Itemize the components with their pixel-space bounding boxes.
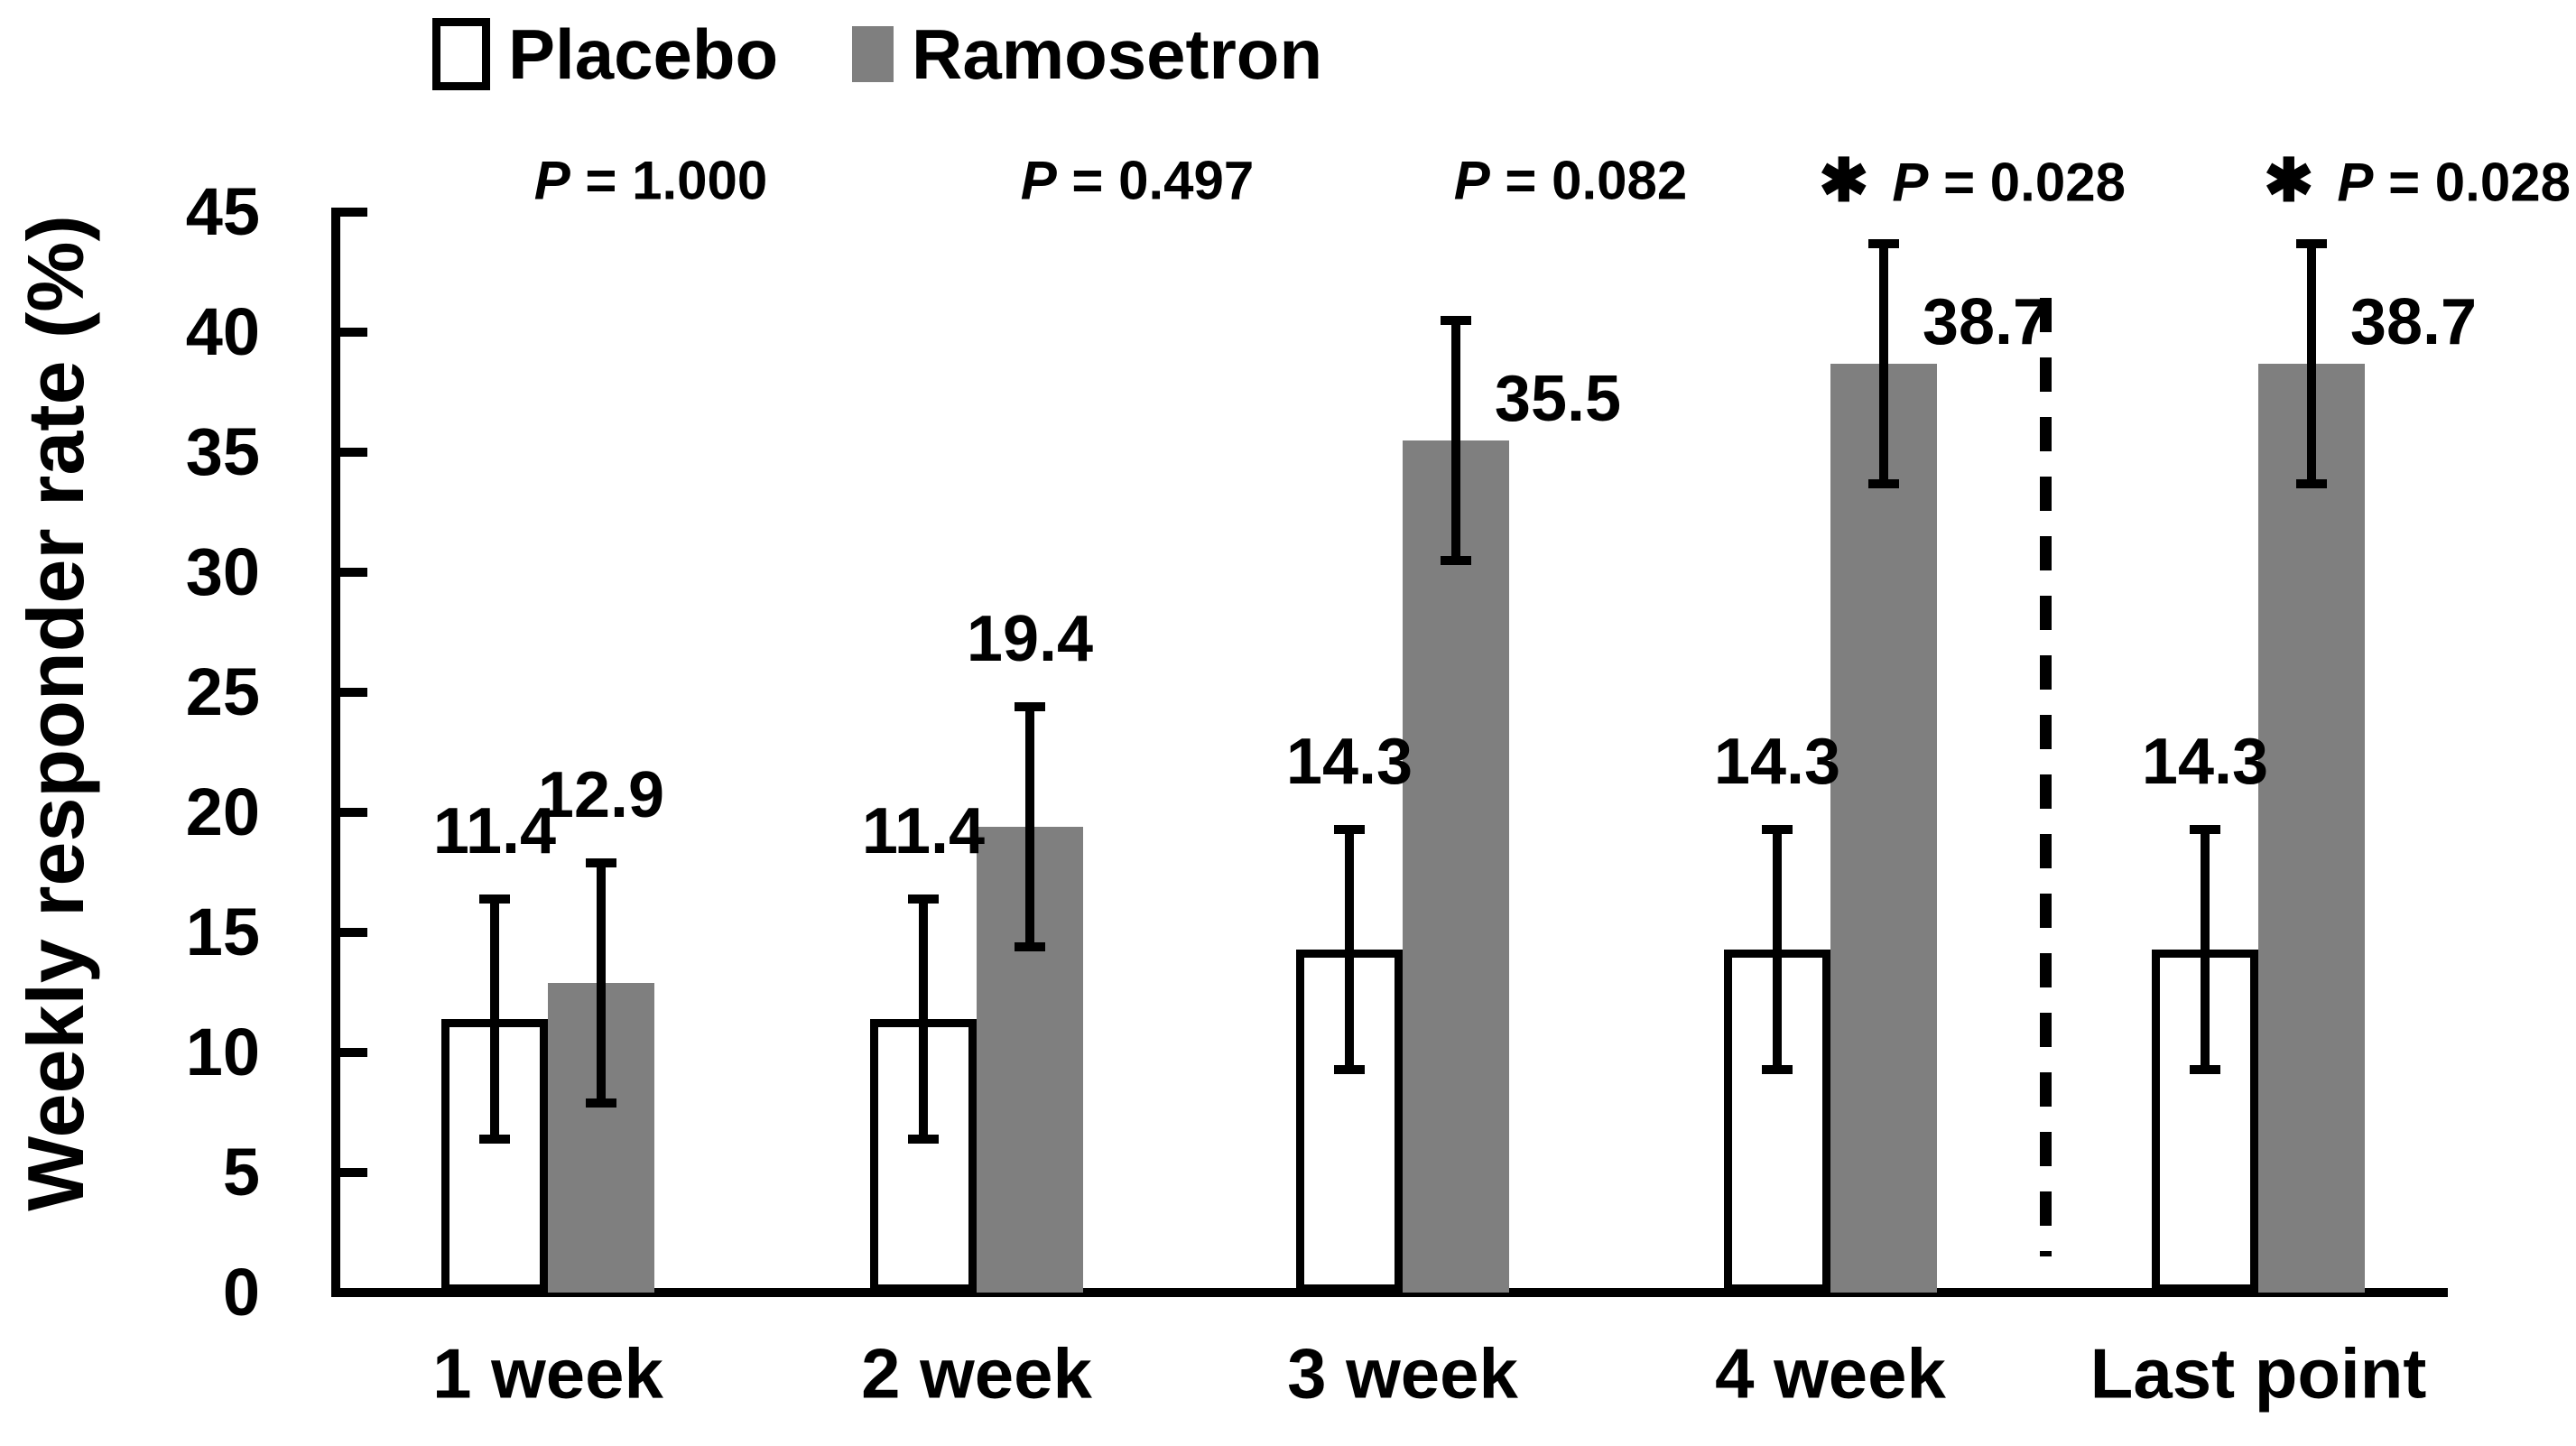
- x-label-2-week: 2 week: [861, 1333, 1092, 1414]
- y-tick-label-10: 10: [185, 1015, 260, 1089]
- error-bar-placebo-last-point-cap-bottom: [2190, 1064, 2220, 1074]
- error-bar-ramosetron-1-week-cap-bottom: [586, 1098, 616, 1108]
- value-label-ramosetron-4-week: 38.7: [1922, 286, 2050, 359]
- p-value-text: = 0.028: [2373, 152, 2571, 213]
- bar-placebo-2-week: [870, 1018, 977, 1293]
- error-bar-ramosetron-4-week-cap-top: [1868, 238, 1899, 248]
- bar-ramosetron-4-week: [1830, 363, 1937, 1293]
- error-bar-ramosetron-2-week-cap-top: [1015, 701, 1045, 711]
- bar-ramosetron-last-point: [2258, 363, 2365, 1293]
- error-bar-placebo-4-week-line: [1773, 829, 1782, 1070]
- error-bar-placebo-2-week-line: [919, 898, 928, 1139]
- p-value-label-3-week: P = 0.082: [1454, 150, 1688, 212]
- p-symbol: P: [1453, 150, 1490, 211]
- error-bar-placebo-3-week-line: [1345, 829, 1354, 1070]
- y-tick-0: [340, 1288, 367, 1297]
- placebo-swatch-icon: [432, 18, 490, 90]
- p-symbol: P: [533, 150, 570, 211]
- value-label-ramosetron-3-week: 35.5: [1494, 363, 1622, 436]
- x-axis-line: [331, 1288, 2448, 1297]
- y-axis-line: [331, 208, 340, 1297]
- p-symbol: P: [1892, 152, 1929, 213]
- bar-placebo-last-point: [2152, 949, 2258, 1293]
- y-tick-label-25: 25: [185, 654, 260, 729]
- error-bar-placebo-4-week-cap-bottom: [1762, 1064, 1793, 1074]
- y-tick-label-45: 45: [185, 174, 260, 249]
- legend-item-ramosetron: Ramosetron: [852, 14, 1323, 94]
- legend-item-placebo: Placebo: [432, 14, 779, 94]
- y-tick-10: [340, 1048, 367, 1057]
- p-value-text: = 0.497: [1056, 150, 1255, 211]
- error-bar-ramosetron-1-week-line: [597, 862, 606, 1103]
- x-label-last-point: Last point: [2090, 1333, 2427, 1414]
- value-label-placebo-last-point: 14.3: [2141, 726, 2269, 799]
- x-label-1-week: 1 week: [432, 1333, 663, 1414]
- error-bar-ramosetron-3-week-cap-top: [1441, 315, 1471, 325]
- ramosetron-swatch-icon: [852, 26, 894, 82]
- error-bar-ramosetron-2-week-line: [1025, 706, 1034, 947]
- legend-label-placebo: Placebo: [508, 14, 779, 94]
- y-tick-label-0: 0: [222, 1255, 260, 1330]
- y-tick-label-35: 35: [185, 414, 260, 489]
- legend-label-ramosetron: Ramosetron: [912, 14, 1323, 94]
- x-label-3-week: 3 week: [1287, 1333, 1518, 1414]
- p-value-label-1-week: P = 1.000: [534, 150, 768, 212]
- p-value-label-last-point: ✱ P = 0.028: [2264, 146, 2571, 216]
- y-tick-label-5: 5: [222, 1135, 260, 1210]
- error-bar-placebo-2-week-cap-top: [908, 894, 939, 904]
- value-label-placebo-3-week: 14.3: [1285, 726, 1413, 799]
- error-bar-placebo-1-week-cap-top: [479, 894, 510, 904]
- significance-star-icon: ✱: [1819, 146, 1869, 214]
- error-bar-ramosetron-1-week-cap-top: [586, 857, 616, 867]
- error-bar-placebo-3-week-cap-bottom: [1334, 1064, 1365, 1074]
- y-tick-20: [340, 808, 367, 817]
- y-tick-15: [340, 928, 367, 937]
- p-value-text: = 1.000: [570, 150, 768, 211]
- value-label-ramosetron-last-point: 38.7: [2349, 286, 2478, 359]
- y-tick-25: [340, 688, 367, 697]
- error-bar-placebo-last-point-line: [2201, 829, 2210, 1070]
- error-bar-placebo-1-week-line: [490, 898, 499, 1139]
- error-bar-ramosetron-4-week-cap-bottom: [1868, 478, 1899, 488]
- value-label-placebo-2-week: 11.4: [861, 795, 986, 868]
- y-tick-45: [340, 208, 367, 217]
- error-bar-ramosetron-last-point-cap-top: [2296, 238, 2327, 248]
- value-label-placebo-1-week: 11.4: [432, 795, 557, 868]
- value-label-placebo-4-week: 14.3: [1713, 726, 1841, 799]
- y-tick-40: [340, 328, 367, 337]
- p-symbol: P: [1020, 150, 1057, 211]
- y-tick-label-15: 15: [185, 894, 260, 969]
- separator-dashed-line: [2040, 298, 2052, 1256]
- significance-star-icon: ✱: [2264, 146, 2314, 214]
- error-bar-placebo-2-week-cap-bottom: [908, 1134, 939, 1144]
- y-tick-label-30: 30: [185, 534, 260, 609]
- y-tick-30: [340, 568, 367, 577]
- y-tick-5: [340, 1168, 367, 1177]
- error-bar-ramosetron-4-week-line: [1879, 243, 1888, 484]
- p-value-label-4-week: ✱ P = 0.028: [1819, 146, 2126, 216]
- value-label-ramosetron-2-week: 19.4: [966, 603, 1094, 676]
- error-bar-ramosetron-last-point-cap-bottom: [2296, 478, 2327, 488]
- value-label-ramosetron-1-week: 12.9: [537, 759, 665, 832]
- error-bar-ramosetron-3-week-line: [1451, 320, 1460, 561]
- error-bar-placebo-4-week-cap-top: [1762, 824, 1793, 834]
- error-bar-ramosetron-last-point-line: [2307, 243, 2316, 484]
- p-value-text: = 0.028: [1928, 152, 2126, 213]
- error-bar-ramosetron-3-week-cap-bottom: [1441, 555, 1471, 565]
- y-tick-35: [340, 448, 367, 457]
- error-bar-placebo-3-week-cap-top: [1334, 824, 1365, 834]
- p-value-text: = 0.082: [1489, 150, 1688, 211]
- error-bar-ramosetron-2-week-cap-bottom: [1015, 941, 1045, 951]
- x-label-4-week: 4 week: [1715, 1333, 1946, 1414]
- error-bar-placebo-1-week-cap-bottom: [479, 1134, 510, 1144]
- y-tick-label-20: 20: [185, 774, 260, 849]
- y-tick-label-40: 40: [185, 294, 260, 369]
- error-bar-placebo-last-point-cap-top: [2190, 824, 2220, 834]
- p-symbol: P: [2337, 152, 2374, 213]
- bar-ramosetron-3-week: [1403, 440, 1509, 1293]
- p-value-label-2-week: P = 0.497: [1021, 150, 1255, 212]
